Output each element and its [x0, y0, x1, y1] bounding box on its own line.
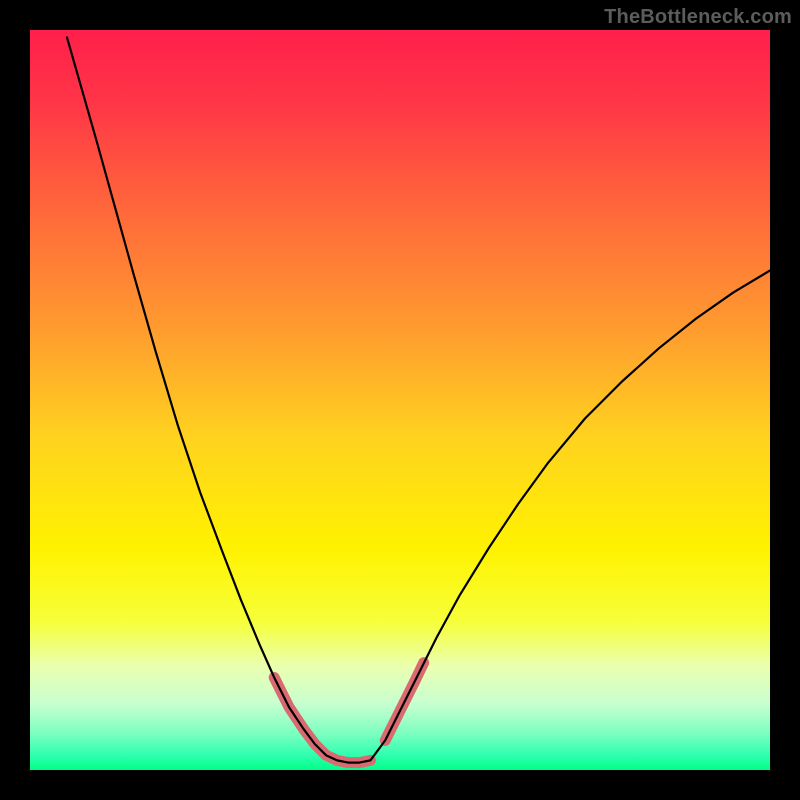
highlight-left-segment	[274, 678, 370, 763]
bottleneck-curve	[67, 37, 770, 762]
watermark-text: TheBottleneck.com	[604, 6, 792, 29]
chart-svg	[30, 30, 770, 770]
chart-container: TheBottleneck.com	[0, 0, 800, 800]
plot-area	[30, 30, 770, 770]
